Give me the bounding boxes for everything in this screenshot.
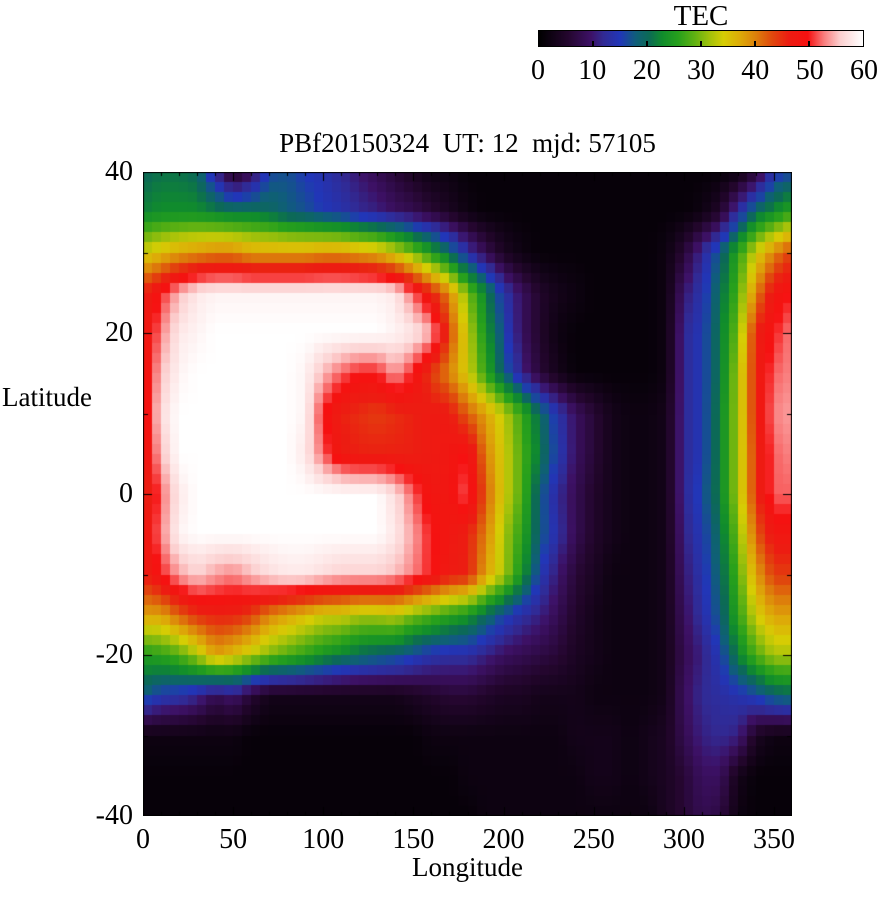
colorbar-tick-label: 20	[632, 55, 661, 86]
x-tick-label: 0	[136, 824, 150, 855]
x-tick-label: 250	[572, 824, 615, 855]
colorbar-tick-label: 60	[850, 55, 878, 86]
x-tick-label: 150	[392, 824, 435, 855]
colorbar-tick-label: 40	[741, 55, 770, 86]
y-tick-label: 0	[119, 478, 133, 509]
colorbar-tick	[807, 41, 810, 46]
colorbar-tick-label: 10	[578, 55, 607, 86]
x-tick-label: 100	[302, 824, 345, 855]
colorbar-tick	[754, 41, 756, 46]
x-tick-label: 350	[752, 824, 795, 855]
x-axis-label: Longitude	[412, 852, 523, 882]
y-tick-label: 40	[105, 156, 133, 187]
colorbar-tick-labels: 0 10 20 30 40 50 60	[531, 55, 878, 87]
x-tick-label: 50	[219, 824, 248, 855]
x-tick-label: 200	[482, 824, 525, 855]
tec-heatmap	[143, 172, 792, 816]
colorbar-tick	[592, 41, 594, 46]
colorbar-gradient	[538, 30, 864, 47]
colorbar-tick-label: 50	[795, 55, 824, 86]
y-tick-label: -40	[95, 800, 133, 831]
colorbar-tick-label: 30	[687, 55, 715, 86]
colorbar-tick	[700, 41, 702, 46]
colorbar-tick-label: 0	[531, 55, 545, 86]
colorbar-tick	[645, 41, 648, 46]
x-tick-label: 300	[662, 824, 705, 855]
y-tick-label: -20	[95, 639, 133, 670]
y-axis-label: Latitude	[2, 382, 92, 412]
colorbar-title: TEC	[673, 0, 729, 32]
y-tick-label: 20	[105, 317, 133, 348]
plot-title: PBf20150324 UT: 12 mjd: 57105	[279, 128, 656, 158]
